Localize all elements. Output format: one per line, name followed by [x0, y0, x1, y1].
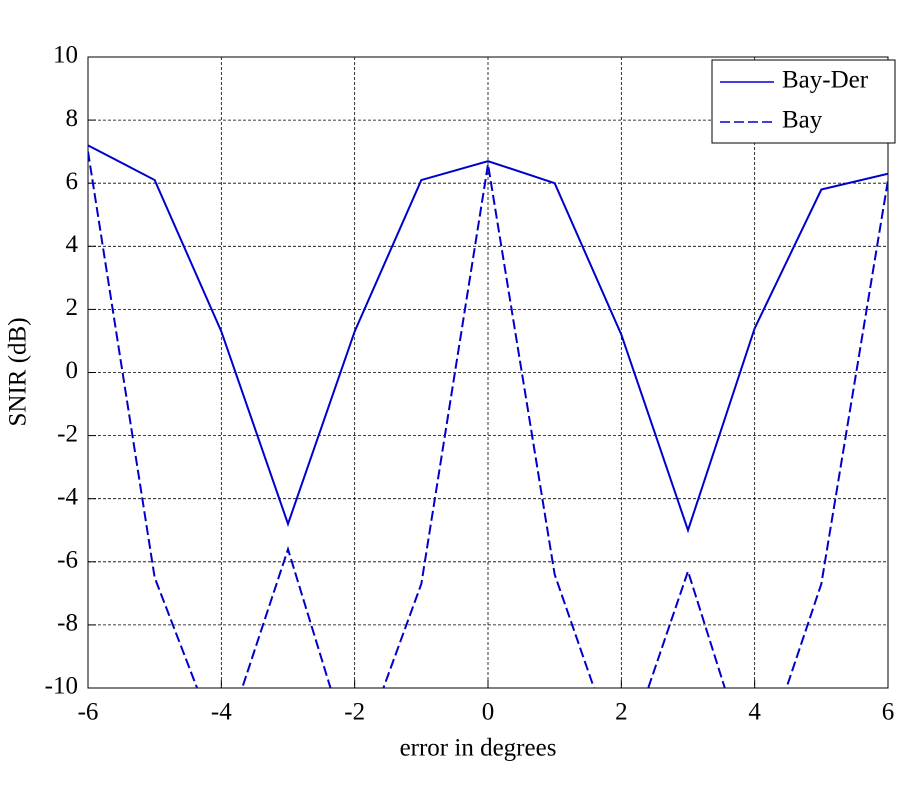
y-tick-label: -4	[57, 483, 78, 510]
x-tick-label: 4	[748, 699, 761, 726]
x-axis-label: error in degrees	[400, 735, 557, 762]
y-tick-label: -8	[57, 610, 78, 637]
y-tick-label: 2	[66, 294, 79, 321]
legend-label: Bay	[782, 107, 823, 134]
x-tick-label: 6	[882, 699, 895, 726]
y-tick-label: 10	[53, 42, 78, 69]
y-axis-label: SNIR (dB)	[5, 317, 32, 426]
x-tick-label: 2	[615, 699, 628, 726]
y-tick-label: 6	[66, 168, 79, 195]
x-tick-label: 0	[482, 699, 495, 726]
y-tick-label: -6	[57, 547, 78, 574]
plot-frame	[87, 56, 889, 689]
x-tick-label: -4	[211, 699, 232, 726]
x-tick-label: -2	[344, 699, 365, 726]
series-line	[88, 144, 888, 534]
plot-area	[88, 144, 888, 688]
y-tick-label: -2	[57, 420, 78, 447]
legend-label: Bay-Der	[782, 67, 869, 94]
y-tick-label: 8	[66, 105, 79, 132]
y-tick-label: -10	[45, 673, 78, 700]
x-tick-label: -6	[78, 699, 99, 726]
y-tick-label: 0	[66, 357, 79, 384]
y-tick-label: 4	[66, 231, 79, 258]
legend-box	[711, 59, 896, 144]
